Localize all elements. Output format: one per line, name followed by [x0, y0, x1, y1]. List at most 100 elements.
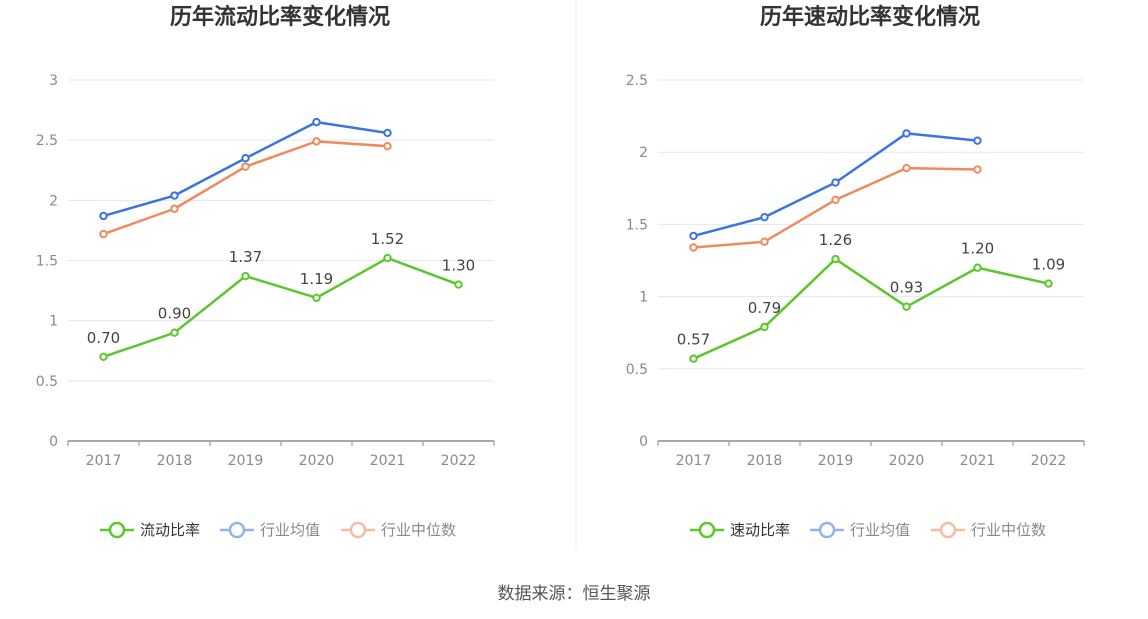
y-tick-label: 2.5 — [626, 73, 648, 89]
legend-marker-icon — [349, 521, 367, 539]
data-point[interactable] — [902, 302, 911, 311]
legend-marker-icon — [228, 521, 246, 539]
x-tick-label: 2021 — [370, 453, 406, 469]
x-tick-label: 2019 — [228, 453, 264, 469]
data-point[interactable] — [99, 211, 108, 221]
data-label: 1.37 — [229, 248, 262, 266]
legend-marker-icon — [818, 521, 836, 539]
series-line — [692, 257, 1049, 360]
series-1 — [99, 117, 392, 221]
y-tick-label: 1.5 — [36, 254, 58, 270]
y-tick-label: 0 — [639, 434, 648, 450]
data-point[interactable] — [241, 271, 250, 281]
y-tick-label: 2 — [49, 193, 58, 209]
legend-label: 速动比率 — [730, 521, 790, 539]
x-tick-label: 2020 — [889, 453, 925, 469]
data-label: 0.70 — [87, 329, 120, 347]
y-tick-label: 1.5 — [626, 217, 648, 233]
y-tick-label: 1 — [49, 314, 58, 330]
data-point[interactable] — [241, 162, 250, 171]
data-label: 0.93 — [890, 279, 923, 297]
data-label: 0.57 — [677, 331, 710, 349]
data-point[interactable] — [99, 352, 108, 361]
data-point[interactable] — [383, 253, 392, 263]
series-line — [103, 256, 459, 358]
data-point[interactable] — [973, 263, 982, 272]
data-point[interactable] — [902, 129, 911, 138]
data-point[interactable] — [760, 212, 769, 222]
series-2 — [689, 163, 982, 252]
data-point[interactable] — [312, 117, 321, 127]
series-2 — [99, 137, 392, 239]
legend-marker-icon — [108, 521, 126, 539]
data-point[interactable] — [312, 137, 321, 146]
y-tick-label: 0.5 — [626, 362, 648, 378]
legend-marker-icon — [698, 521, 716, 539]
y-tick-label: 0 — [49, 434, 58, 450]
y-tick-label: 2 — [639, 145, 648, 161]
series-0: 0.70 0.90 1.37 1.19 1.52 1.30 — [87, 230, 475, 361]
data-point[interactable] — [170, 204, 179, 213]
chart-title: 历年流动比率变化情况 — [170, 4, 390, 30]
legend-item[interactable]: 行业均值 — [220, 521, 320, 539]
x-tick-label: 2017 — [676, 453, 712, 469]
data-point[interactable] — [383, 128, 392, 138]
chart-title: 历年速动比率变化情况 — [760, 4, 980, 30]
data-point[interactable] — [99, 229, 108, 239]
data-point[interactable] — [831, 178, 840, 187]
data-label: 1.30 — [442, 257, 475, 275]
data-label: 1.19 — [300, 270, 333, 288]
legend-item[interactable]: 速动比率 — [690, 521, 790, 539]
data-point[interactable] — [689, 354, 698, 363]
y-tick-label: 2.5 — [36, 133, 58, 149]
data-point[interactable] — [1044, 279, 1053, 288]
x-tick-label: 2020 — [299, 453, 335, 469]
data-point[interactable] — [170, 328, 179, 337]
legend-marker-icon — [939, 521, 957, 539]
data-label: 1.09 — [1032, 256, 1065, 274]
data-point[interactable] — [831, 254, 840, 264]
y-tick-label: 3 — [49, 73, 58, 89]
data-label: 0.90 — [158, 305, 191, 323]
quick-ratio-chart: 历年速动比率变化情况 0 0.5 1 1.5 2 2.5 2017 2018 2019 2020 20… — [626, 4, 1085, 539]
y-tick-label: 0.5 — [36, 374, 58, 390]
source-text: 数据来源：恒生聚源 — [498, 584, 651, 604]
legend-item[interactable]: 流动比率 — [100, 521, 200, 539]
legend-label: 行业均值 — [850, 521, 910, 539]
y-tick-label: 1 — [639, 290, 648, 306]
data-point[interactable] — [312, 293, 321, 303]
x-tick-label: 2018 — [747, 453, 783, 469]
data-point[interactable] — [760, 322, 769, 332]
data-point[interactable] — [831, 195, 840, 205]
legend-item[interactable]: 行业中位数 — [341, 521, 456, 539]
legend-item[interactable]: 行业均值 — [810, 521, 910, 539]
data-point[interactable] — [973, 165, 982, 174]
data-point[interactable] — [454, 280, 463, 289]
data-label: 1.26 — [819, 231, 852, 249]
legend-label: 行业中位数 — [971, 521, 1046, 539]
data-point[interactable] — [383, 141, 392, 151]
legend: 流动比率 行业均值 行业中位数 — [100, 521, 456, 539]
legend-item[interactable]: 行业中位数 — [931, 521, 1046, 539]
data-point[interactable] — [241, 154, 250, 163]
data-point[interactable] — [973, 136, 982, 145]
x-tick-label: 2019 — [818, 453, 854, 469]
data-label: 1.52 — [371, 230, 404, 248]
data-point[interactable] — [760, 237, 769, 246]
x-tick-label: 2021 — [960, 453, 996, 469]
legend-label: 行业均值 — [260, 521, 320, 539]
series-1 — [689, 129, 982, 241]
x-tick-label: 2017 — [86, 453, 122, 469]
data-point[interactable] — [689, 243, 698, 252]
series-0: 0.57 0.79 1.26 0.93 1.20 1.09 — [677, 231, 1065, 363]
data-point[interactable] — [902, 163, 911, 173]
legend-label: 流动比率 — [140, 521, 200, 539]
data-label: 0.79 — [748, 299, 781, 317]
data-point[interactable] — [170, 191, 179, 200]
data-label: 1.20 — [961, 240, 994, 258]
legend: 速动比率 行业均值 行业中位数 — [690, 521, 1046, 539]
x-tick-label: 2022 — [1031, 453, 1067, 469]
data-point[interactable] — [689, 231, 698, 241]
